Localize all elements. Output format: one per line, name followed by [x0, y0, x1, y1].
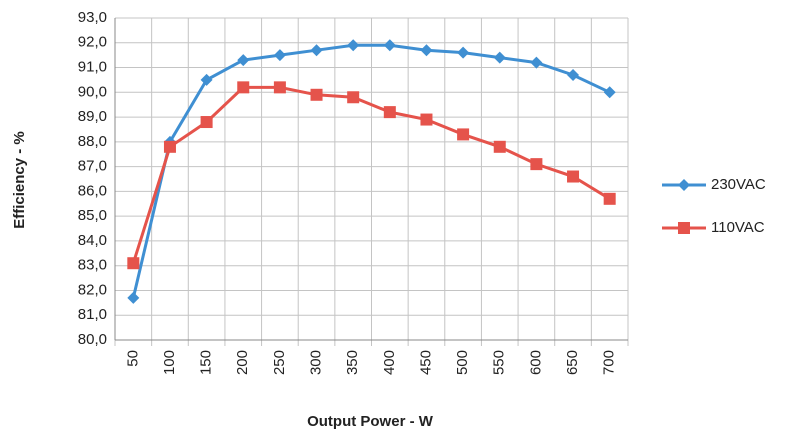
x-tick-label: 200 [234, 350, 251, 375]
x-tick-label: 350 [344, 350, 361, 375]
x-tick-label: 400 [381, 350, 398, 375]
data-point [493, 140, 506, 153]
data-point [420, 44, 433, 57]
data-point [457, 46, 470, 59]
y-axis-label: Efficiency - % [11, 131, 28, 229]
legend-label: 110VAC [711, 219, 765, 236]
data-point [127, 257, 140, 270]
y-tick-label: 83,0 [78, 257, 107, 274]
x-tick-label: 300 [308, 350, 325, 375]
data-point [273, 81, 286, 94]
y-tick-label: 82,0 [78, 281, 107, 298]
data-point [420, 113, 433, 126]
data-point [493, 51, 506, 64]
y-tick-label: 80,0 [78, 331, 107, 348]
data-point [310, 44, 323, 57]
x-tick-label: 650 [564, 350, 581, 375]
x-tick-label: 450 [417, 350, 434, 375]
y-tick-label: 84,0 [78, 232, 107, 249]
y-tick-label: 81,0 [78, 306, 107, 323]
x-tick-label: 500 [454, 350, 471, 375]
x-tick-label: 550 [491, 350, 508, 375]
y-tick-label: 86,0 [78, 182, 107, 199]
x-tick-label: 250 [271, 350, 288, 375]
data-point [347, 39, 360, 52]
data-point [237, 81, 250, 94]
y-tick-label: 88,0 [78, 133, 107, 150]
data-point [383, 106, 396, 119]
data-point [383, 39, 396, 52]
series-line [131, 85, 611, 264]
data-point [603, 86, 616, 99]
y-tick-label: 91,0 [78, 59, 107, 76]
legend-marker [678, 222, 690, 234]
legend-label: 230VAC [711, 176, 766, 193]
series-line [131, 43, 611, 299]
data-point [127, 291, 140, 304]
x-tick-label: 150 [198, 350, 215, 375]
data-point [237, 54, 250, 67]
data-point [200, 116, 213, 129]
legend-marker [678, 179, 690, 191]
x-tick-label: 100 [161, 350, 178, 375]
data-point [200, 73, 213, 86]
data-point [163, 140, 176, 153]
y-tick-label: 90,0 [78, 83, 107, 100]
x-tick-label: 600 [527, 350, 544, 375]
data-point [567, 170, 580, 183]
data-point [530, 158, 543, 171]
x-tick-label: 700 [601, 350, 618, 375]
data-point [567, 68, 580, 81]
data-point [347, 91, 360, 104]
y-tick-label: 89,0 [78, 108, 107, 125]
y-tick-label: 93,0 [78, 9, 107, 26]
x-axis-label: Output Power - W [307, 413, 434, 430]
y-tick-label: 87,0 [78, 158, 107, 175]
data-point [603, 192, 616, 205]
data-point [310, 88, 323, 101]
x-tick-label: 50 [124, 350, 141, 367]
data-point [457, 128, 470, 141]
data-point [530, 56, 543, 69]
y-tick-label: 92,0 [78, 34, 107, 51]
y-tick-label: 85,0 [78, 207, 107, 224]
data-point [273, 49, 286, 62]
